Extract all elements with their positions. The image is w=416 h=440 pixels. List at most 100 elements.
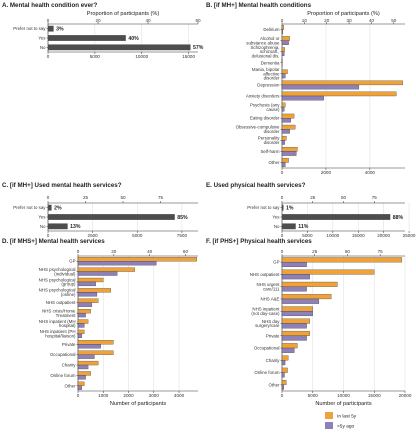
category-label: NHS inpatient (not day-case) bbox=[251, 307, 280, 316]
bar-last-5y bbox=[281, 36, 290, 41]
top-tick-label: 20 bbox=[95, 18, 101, 23]
category-label-line: disorder bbox=[264, 140, 280, 145]
category-label: Online forum bbox=[254, 370, 279, 375]
category-label-line: No bbox=[40, 224, 46, 229]
category-label-line: (not day-case) bbox=[251, 311, 280, 316]
bar-last-5y bbox=[77, 381, 85, 386]
bar bbox=[282, 204, 284, 211]
bar-gt-5y bbox=[281, 274, 310, 280]
category-label: Prefer not to say bbox=[247, 205, 280, 210]
bottom-tick-label: 5000 bbox=[302, 233, 313, 238]
chart-panel-b: B. [if MH+] Mental health conditions Prop… bbox=[206, 2, 405, 175]
data-label: 2% bbox=[54, 205, 62, 211]
category-label-line: NHS outpatient bbox=[250, 272, 281, 277]
bottom-tick-label: 15000 bbox=[182, 54, 195, 59]
category-label-line: Anxiety disorders bbox=[246, 94, 280, 99]
bar-gt-5y bbox=[281, 73, 286, 79]
category-label-line: affective bbox=[263, 71, 280, 76]
category-label-line: Dementia bbox=[261, 60, 280, 65]
top-tick-label: 0 bbox=[77, 249, 80, 254]
category-label-line: Self-harm bbox=[260, 149, 279, 154]
chart-panel-e: E. Used physical health services? 0 25 50 75… bbox=[206, 182, 416, 238]
bar bbox=[48, 25, 54, 32]
top-tick-label: 75 bbox=[372, 195, 378, 200]
bottom-tick-label: 0 bbox=[77, 393, 80, 398]
category-label: Private bbox=[62, 342, 76, 347]
bar-last-5y bbox=[77, 319, 89, 324]
bar-gt-5y bbox=[77, 312, 86, 318]
bar bbox=[48, 204, 52, 211]
category-label: Other bbox=[269, 382, 281, 387]
bar-gt-5y bbox=[281, 311, 313, 317]
category-label-line: cause) bbox=[266, 107, 280, 112]
bottom-tick-label: 0 bbox=[47, 54, 50, 59]
bar-last-5y bbox=[281, 306, 313, 312]
category-label: NHS psychological (group) bbox=[39, 277, 76, 286]
category-label-line: (group) bbox=[61, 282, 76, 287]
category-label: Mania, bipolar affective disorder bbox=[252, 67, 280, 81]
category-label: GP bbox=[69, 259, 75, 264]
bar-gt-5y bbox=[77, 344, 101, 349]
category-label-line: NHS inpatient (PH bbox=[40, 329, 76, 334]
category-label-line: NHS psychological bbox=[39, 288, 76, 293]
bar-gt-5y bbox=[281, 51, 285, 57]
category-label-line: Obsessive-compulsive bbox=[236, 125, 280, 130]
category-label-line: surgery/care bbox=[255, 323, 280, 328]
category-label-line: Personality bbox=[258, 136, 281, 141]
category-label-line: Private bbox=[266, 333, 280, 338]
bar bbox=[48, 223, 68, 230]
bar-last-5y bbox=[77, 257, 197, 262]
category-label-line: NHS psychological bbox=[39, 277, 76, 282]
top-tick-label: 0 bbox=[47, 195, 50, 200]
top-tick-label: 0 bbox=[47, 18, 50, 23]
bottom-tick-label: 4000 bbox=[174, 393, 185, 398]
bar-gt-5y bbox=[281, 323, 307, 329]
category-label: Eating disorder bbox=[250, 116, 280, 121]
top-tick-label: 40 bbox=[369, 18, 375, 23]
category-label-line: Delirium bbox=[263, 27, 279, 32]
top-axis-label: Proportion of participants (%) bbox=[87, 11, 160, 17]
top-tick-label: 50 bbox=[345, 249, 351, 254]
category-label-line: schizoaff., bbox=[260, 49, 280, 54]
bar-last-5y bbox=[281, 91, 397, 97]
bar-gt-5y bbox=[281, 372, 285, 378]
top-tick-label: 25 bbox=[83, 195, 89, 200]
category-label: Charity bbox=[266, 358, 281, 363]
top-tick-label: 0 bbox=[281, 18, 284, 23]
category-label-line: Depression bbox=[257, 82, 280, 87]
top-tick-label: 30 bbox=[347, 18, 353, 23]
category-label: Prefer not to say bbox=[13, 205, 46, 210]
bar-gt-5y bbox=[77, 261, 157, 266]
category-label-line: Eating disorder bbox=[250, 116, 280, 121]
category-label-line: Charity bbox=[266, 358, 281, 363]
category-label: Occupational bbox=[50, 352, 76, 357]
bottom-tick-label: 0 bbox=[281, 393, 284, 398]
category-label: Prefer not to say bbox=[13, 26, 46, 31]
bar-last-5y bbox=[77, 288, 111, 293]
bar-last-5y bbox=[77, 350, 114, 355]
category-label: Psychosis (any cause) bbox=[250, 102, 280, 111]
bar bbox=[282, 223, 296, 230]
category-label: Depression bbox=[257, 82, 280, 87]
category-label-line: Online forum bbox=[254, 370, 279, 375]
data-label: 88% bbox=[393, 215, 404, 221]
chart-panel-a: A. Mental health condition ever? Proporti… bbox=[2, 2, 204, 59]
bar-gt-5y bbox=[281, 261, 307, 267]
category-label-line: No bbox=[274, 224, 280, 229]
category-label: NHS A&E bbox=[260, 296, 279, 301]
category-label: Yes bbox=[272, 215, 280, 220]
bar-gt-5y bbox=[281, 384, 284, 390]
bottom-tick-label: 2000 bbox=[123, 393, 134, 398]
top-tick-label: 50 bbox=[391, 18, 397, 23]
category-label-line: disorder bbox=[264, 129, 280, 134]
bar-last-5y bbox=[77, 309, 91, 314]
data-label: 1% bbox=[286, 205, 294, 211]
legend-swatch bbox=[325, 422, 333, 429]
top-tick-label: 40 bbox=[145, 18, 151, 23]
category-label: Yes bbox=[38, 36, 46, 41]
bar-last-5y bbox=[281, 318, 310, 324]
bar-gt-5y bbox=[77, 271, 118, 276]
category-label-line: NHS inpatient (MH bbox=[39, 319, 76, 324]
category-label-line: Private bbox=[62, 342, 76, 347]
bottom-tick-label: 3000 bbox=[149, 393, 160, 398]
